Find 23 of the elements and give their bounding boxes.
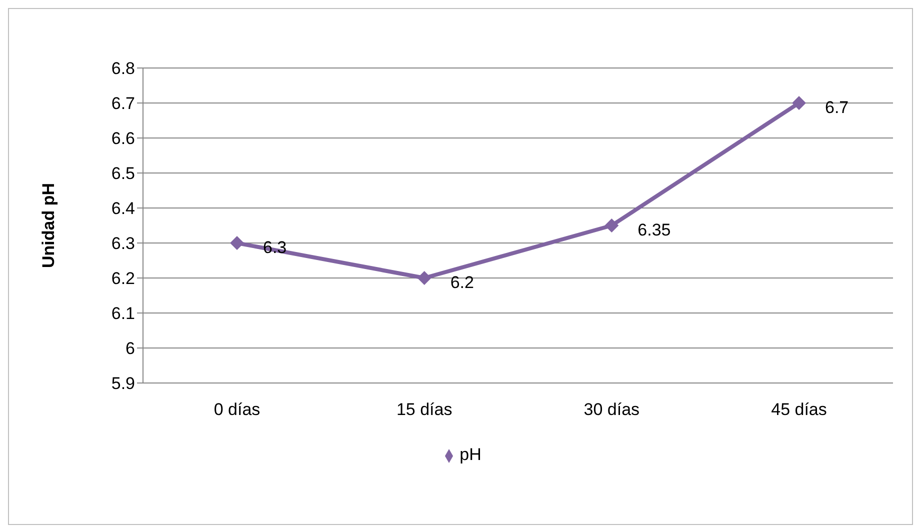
y-tick-label: 6.6 bbox=[111, 129, 135, 148]
y-tick-label: 6.7 bbox=[111, 94, 135, 114]
y-tick-label: 6.1 bbox=[111, 304, 135, 324]
y-tick-label: 6.3 bbox=[111, 234, 135, 254]
point bbox=[792, 96, 806, 110]
y-tick-label: 6.5 bbox=[111, 164, 135, 184]
data-label: 6.2 bbox=[450, 273, 474, 292]
y-axis-title: Unidad pH bbox=[39, 183, 58, 268]
x-tick-label: 30 días bbox=[584, 400, 640, 420]
data-label: 6.35 bbox=[638, 220, 671, 240]
point bbox=[604, 218, 619, 232]
legend-label: pH bbox=[460, 445, 482, 464]
y-tick-label: 6.2 bbox=[111, 269, 135, 288]
data-label: 6.7 bbox=[825, 98, 849, 117]
y-tick-label: 6 bbox=[126, 339, 135, 358]
point bbox=[230, 236, 244, 250]
x-tick-label: 15 días bbox=[396, 400, 452, 420]
x-tick-label: 45 días bbox=[771, 400, 827, 420]
y-tick-label: 6.8 bbox=[111, 59, 135, 78]
y-tick-label: 5.9 bbox=[111, 374, 135, 394]
point bbox=[417, 271, 432, 285]
y-tick-label: 6.4 bbox=[111, 199, 135, 218]
x-tick-label: 0 días bbox=[214, 400, 260, 420]
